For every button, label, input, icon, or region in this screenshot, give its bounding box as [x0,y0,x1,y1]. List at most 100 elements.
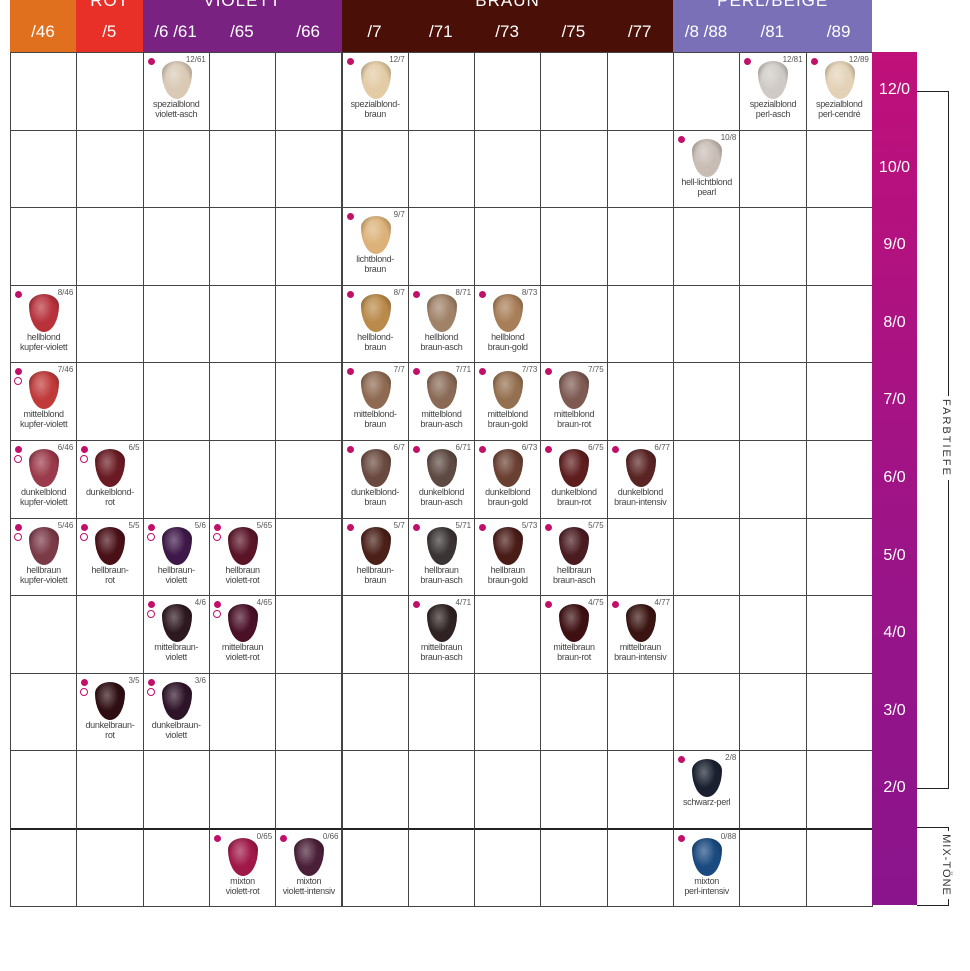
group-label: PERL/BEIGE [717,0,829,10]
shade-swatch-cell: 7/75 mittelblond braun-rot [540,362,608,441]
grid-cell [805,517,873,597]
hair-swatch [95,681,126,720]
shade-label: dunkelblond braun-gold [475,487,540,507]
shade-label: dunkelblond-braun [343,487,408,507]
shade-label-line: braun-asch [420,419,463,430]
shade-swatch-cell: 3/5 dunkelbraun-rot [76,672,144,752]
grid-cell [673,52,741,131]
shade-code: 3/6 [194,675,206,685]
grid-cell [805,362,873,441]
shade-label-line: hellbraun [490,564,526,575]
shade-swatch-cell: 6/77 dunkelblond braun-intensiv [606,440,674,519]
shade-label: hellblond braun-asch [409,332,474,352]
mix-bracket-top [917,827,949,828]
depth-level-label: 8/0 [883,313,906,331]
hair-swatch [360,216,391,255]
shade-label-line: braun-gold [487,341,528,352]
grid-cell [142,362,210,441]
special-symbol-icon [14,532,22,541]
shade-code: 5/5 [128,520,140,530]
grid-cell [540,207,608,286]
shade-label-line: dunkelblond [21,487,67,497]
shade-code: 6/73 [521,443,538,452]
shade-code: 4/75 [588,598,604,608]
shade-label-line: braun [364,109,386,119]
availability-dot-icon [678,756,685,764]
shade-code: 0/88 [720,832,737,841]
grid-cell [606,750,674,829]
column-code: /81 [760,22,785,41]
group-header: VIOLETT/6 /61/65/66 [142,0,342,52]
grid-cell [76,362,144,441]
shade-code: 5/46 [57,520,74,530]
grid-cell [341,828,409,907]
shade-label: mittelblond-braun [343,409,408,429]
shade-swatch-cell: 3/6 dunkelbraun-violett [142,672,210,752]
shade-code: 10/8 [720,132,737,142]
grid-cell [606,672,674,752]
shade-label: hellblond braun-gold [475,332,540,352]
shade-swatch-cell: 0/88 mixton perl-intensiv [673,828,741,907]
shade-label-line: violett-rot [225,652,260,663]
grid-cell [76,129,144,209]
grid-cell [275,207,343,286]
grid-cell [805,672,873,752]
grid-cell [805,207,873,286]
shade-label: mixton perl-intensiv [674,876,739,896]
grid-cell [407,52,476,131]
grid-cell [739,284,807,364]
grid-cell [208,52,277,131]
shade-swatch-cell: 12/89 spezialblond perl-cendré [805,52,873,131]
grid-cell [208,672,277,752]
shade-swatch-cell: 5/5 hellbraun-rot [76,517,144,597]
shade-swatch-cell: 8/73 hellblond braun-gold [474,284,542,364]
shade-code: 7/71 [455,365,472,375]
grid-cell [275,750,343,829]
grid-cell [805,595,873,674]
shade-label-line: braun-asch [420,574,463,585]
shade-code: 3/5 [128,675,140,685]
hair-swatch [29,526,59,565]
availability-dot-icon [678,135,685,143]
shade-label-line: braun-intensiv [614,652,667,663]
shade-label-line: braun-rot [557,652,591,663]
grid-cell [76,284,144,364]
shade-code: 4/6 [194,598,206,608]
mix-bracket-bottom [917,905,949,906]
availability-dot-icon [346,213,354,221]
shade-swatch-cell: 5/46 hellbraun kupfer-violett [10,517,78,597]
special-symbol-icon [14,377,22,386]
hair-swatch [227,604,258,643]
shade-swatch-cell: 2/8 schwarz-perl [673,750,741,829]
hair-swatch [559,449,590,487]
shade-swatch-cell: 12/61 spezialblond violett-asch [142,52,210,131]
grid-cell [673,672,741,752]
shade-swatch-cell: 7/71 mittelblond braun-asch [407,362,476,441]
shade-label-line: violett [165,652,188,663]
shade-swatch-cell: 4/75 mittelbraun braun-rot [540,595,608,674]
grid-cell [474,52,542,131]
shade-label: dunkelbraun-rot [77,720,142,740]
shade-label-line: rot [105,574,115,585]
shade-code: 5/7 [393,520,405,530]
grid-cell [275,284,343,364]
shade-label-line: braun-gold [487,574,528,585]
shade-label-line: mittelbraun [553,642,595,653]
grid-cell [474,129,542,209]
shade-label: spezialblond perl-cendré [807,99,872,119]
availability-dot-icon [412,446,420,453]
hair-swatch [360,371,391,410]
grid-cell [407,207,476,286]
shade-label: mittelblond kupfer-violett [11,409,76,429]
shade-swatch-cell: 6/73 dunkelblond braun-gold [474,440,542,519]
shade-swatch-cell: 7/73 mittelblond braun-gold [474,362,542,441]
shade-label-line: spezialblond [153,99,200,109]
shade-swatch-cell: 0/65 mixton violett-rot [208,828,277,907]
shade-label-line: braun-asch [420,341,463,352]
shade-label: hellblond-braun [343,332,408,352]
availability-dot-icon [81,446,89,453]
availability-dot-icon [412,523,420,531]
shade-code: 12/81 [782,55,803,64]
shade-swatch-cell: 6/46 dunkelblond kupfer-violett [10,440,78,519]
shade-code: 12/89 [848,55,869,64]
